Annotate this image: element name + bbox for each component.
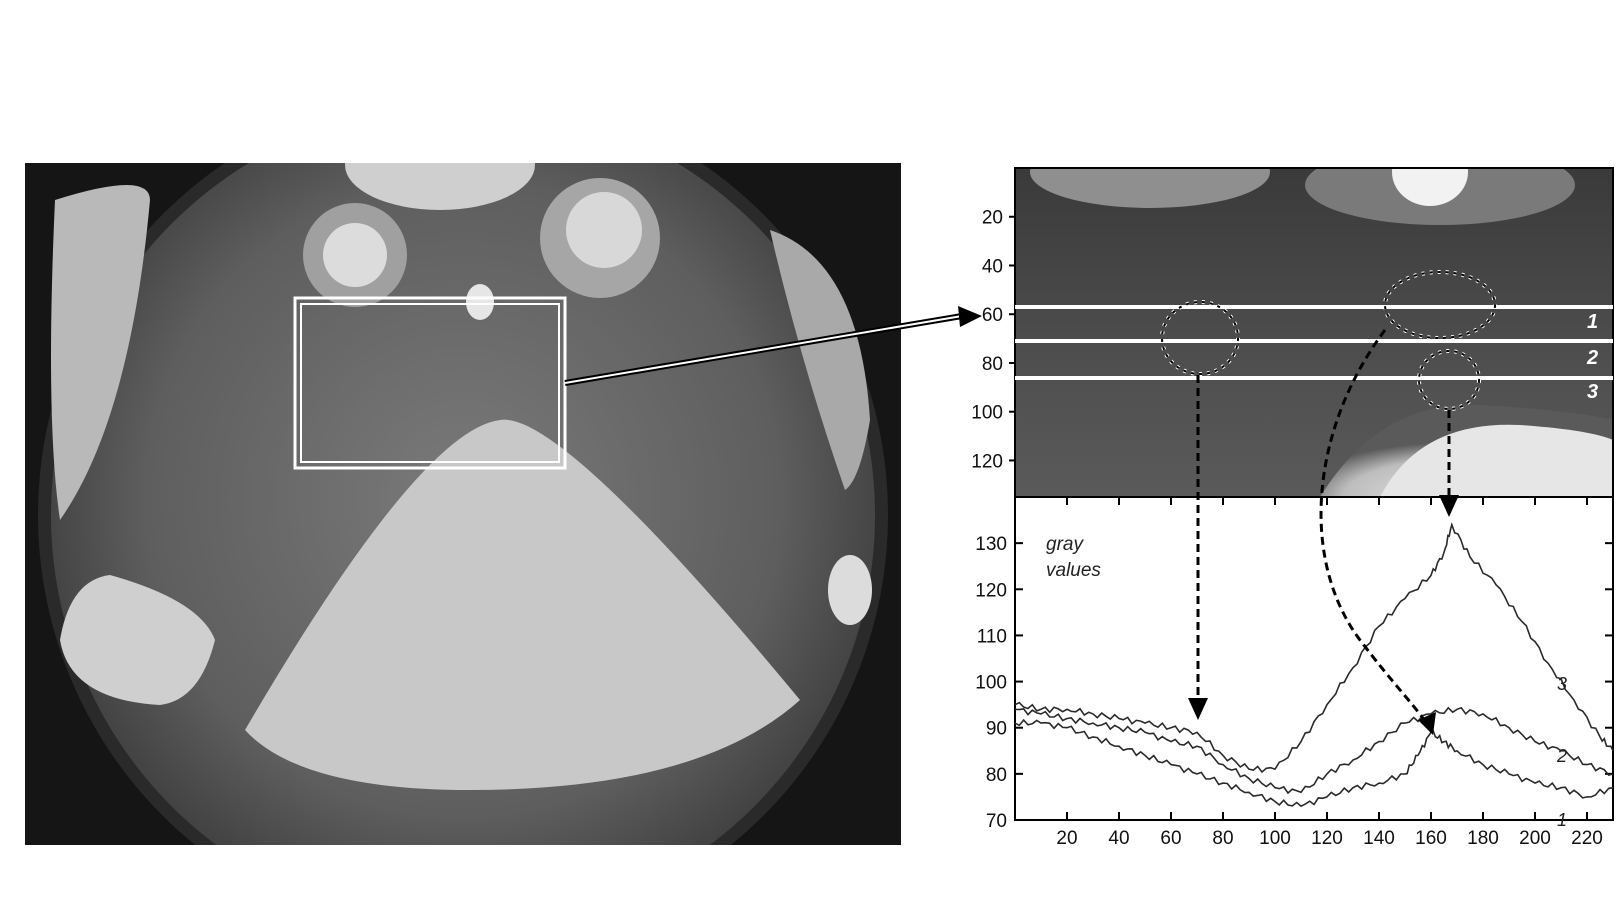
curve-label-2: 2 [1556,746,1567,766]
zoom-y-tick-label: 20 [982,208,1003,229]
x-tick-label: 80 [1212,828,1233,849]
bright-spoke-gap [245,419,800,790]
zoom-y-tick-label: 60 [982,305,1003,326]
x-tick-label: 160 [1415,828,1447,849]
x-tick-label: 200 [1519,828,1551,849]
gray-value-profile-chart: 20 40 60 80 100 120 140 160 180 200 22070809010011… [975,496,1614,849]
zoom-y-axis: 20 40 60 80 100 120 [971,208,1015,472]
x-tick-label: 20 [1056,828,1077,849]
zoom-y-tick-label: 80 [982,354,1003,375]
y-tick-label: 110 [977,626,1007,647]
arrowhead-curved [1418,712,1436,735]
arrowhead-right [1439,495,1459,517]
zoom-y-tick-label: 100 [971,403,1003,424]
y-tick-label: 90 [986,719,1007,740]
x-tick-label: 120 [1311,828,1343,849]
x-tick-label: 180 [1467,828,1499,849]
x-tick-label: 220 [1571,828,1603,849]
y-tick-label: 120 [975,580,1007,601]
scan-lines [1015,305,1613,380]
curve-label-1: 1 [1557,810,1567,830]
y-tick-label: 70 [986,811,1007,832]
zoomed-region-image: 1 2 3 20 40 60 80 100 120 [971,167,1614,498]
x-tick-label: 140 [1363,828,1395,849]
profile-line-2 [1014,706,1614,795]
gray-values-annotation-line2: values [1046,560,1101,581]
x-tick-label: 60 [1160,828,1181,849]
x-tick-label: 40 [1108,828,1129,849]
zoom-y-tick-label: 40 [982,256,1003,277]
zoom-y-tick-label: 120 [971,451,1003,472]
y-tick-label: 100 [975,673,1007,694]
profile-axes: 20 40 60 80 100 120 140 160 180 200 22070809010011… [975,497,1613,849]
xray-overview-image [25,163,901,845]
gray-values-annotation-line1: gray [1046,534,1084,555]
curve-label-3: 3 [1557,674,1567,694]
arrowhead-left [1188,698,1208,720]
profile-series [1014,522,1614,808]
scan-line-label-3: 3 [1587,381,1598,403]
y-tick-label: 130 [975,534,1007,555]
scan-line-label-2: 2 [1586,347,1598,369]
profile-line-3 [1014,522,1614,774]
profile-line-1 [1014,718,1614,808]
scan-line-label-1: 1 [1587,311,1598,333]
y-tick-label: 80 [986,765,1007,786]
linking-dashed-arrows [1196,329,1451,726]
x-tick-label: 100 [1259,828,1291,849]
zoom-connector-arrow [564,306,982,386]
